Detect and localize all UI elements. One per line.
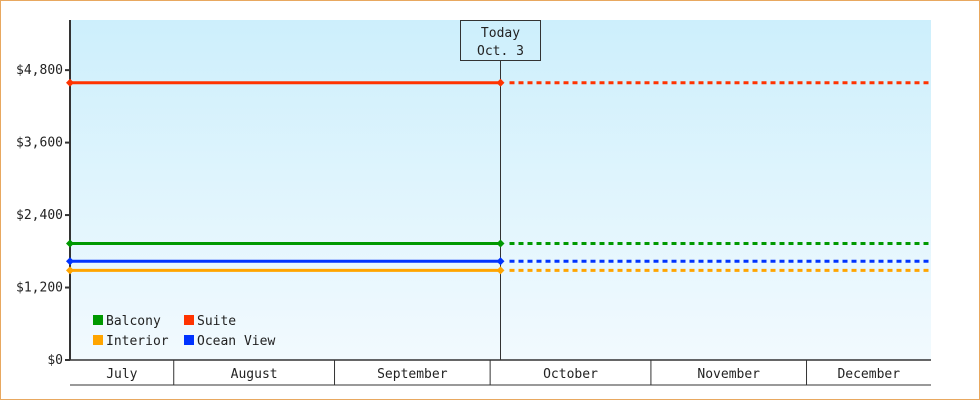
series-point: [66, 78, 74, 87]
legend-swatch: [184, 315, 194, 325]
month-label: September: [377, 367, 448, 382]
y-tick-label: $3,600: [16, 136, 63, 151]
today-marker: Today Oct. 3: [460, 20, 541, 360]
y-tick-label: $0: [47, 353, 63, 368]
today-title: Today: [481, 26, 520, 41]
month-label: December: [837, 367, 900, 382]
legend-label: Balcony: [106, 314, 161, 329]
legend-label: Interior: [106, 334, 169, 349]
month-label: August: [231, 367, 278, 382]
y-tick-label: $1,200: [16, 281, 63, 296]
x-axis: July August September October November Decemb…: [70, 359, 931, 386]
today-box: [460, 20, 541, 61]
series-point: [496, 78, 505, 87]
series-point: [496, 257, 505, 266]
series-point: [496, 239, 505, 248]
month-label: October: [543, 367, 598, 382]
series-point: [496, 266, 505, 275]
month-label: November: [697, 367, 760, 382]
month-label: July: [106, 367, 137, 382]
legend-swatch: [184, 335, 194, 345]
legend-label: Ocean View: [197, 334, 275, 349]
y-axis: $0 $1,200 $2,400 $3,600 $4,800: [16, 20, 71, 368]
series-group: [66, 78, 931, 275]
y-tick-label: $2,400: [16, 208, 63, 223]
series-point: [66, 239, 74, 248]
legend-swatch: [93, 315, 103, 325]
legend-label: Suite: [197, 314, 236, 329]
series-point: [66, 266, 74, 275]
y-tick-label: $4,800: [16, 63, 63, 78]
legend: Balcony Suite Interior Ocean View: [93, 314, 275, 349]
today-date: Oct. 3: [477, 44, 524, 59]
series-point: [66, 257, 74, 266]
legend-swatch: [93, 335, 103, 345]
